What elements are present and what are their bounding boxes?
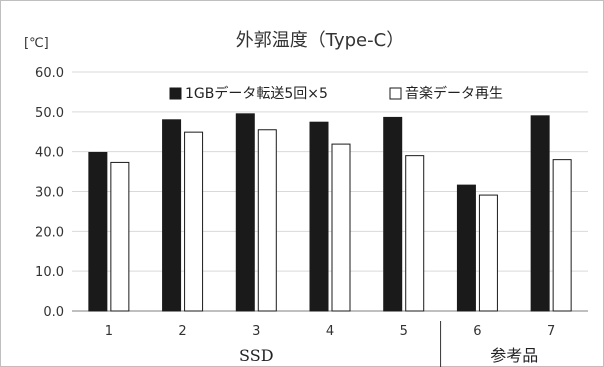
group-label: SSD	[239, 346, 273, 365]
x-tick-label: 1	[105, 324, 113, 339]
y-tick-label: 10.0	[35, 265, 64, 280]
x-tick-label: 3	[252, 324, 260, 339]
y-tick-label: 50.0	[35, 106, 64, 121]
group-label: 参考品	[490, 346, 538, 365]
bar-music-2	[184, 131, 204, 312]
legend-label: 音楽データ再生	[405, 85, 503, 102]
bar-music-5	[405, 155, 425, 312]
bar-transfer-1	[88, 151, 108, 312]
legend-swatch	[389, 87, 402, 100]
x-tick-label: 7	[547, 324, 555, 339]
bar-music-6	[478, 194, 498, 312]
y-unit-label: [℃]	[24, 36, 49, 51]
bar-music-7	[552, 159, 572, 312]
bar-transfer-2	[162, 119, 182, 312]
y-tick-label: 30.0	[35, 186, 64, 201]
y-tick-label: 40.0	[35, 146, 64, 161]
x-tick-label: 5	[400, 324, 408, 339]
y-tick-label: 0.0	[43, 305, 64, 320]
bar-transfer-4	[309, 121, 329, 312]
y-tick-label: 20.0	[35, 225, 64, 240]
bar-transfer-6	[456, 184, 476, 312]
group-labels: SSD 参考品	[239, 321, 538, 367]
x-tick-label: 4	[326, 324, 334, 339]
bar-music-3	[257, 129, 277, 312]
bars	[88, 113, 572, 312]
bar-transfer-5	[383, 116, 403, 312]
bar-transfer-7	[530, 115, 550, 312]
x-tick-label: 2	[178, 324, 186, 339]
bar-music-1	[110, 161, 130, 312]
legend-label: 1GBデータ転送5回×5	[185, 85, 328, 102]
bar-transfer-3	[235, 113, 255, 312]
y-tick-label: 60.0	[35, 66, 64, 81]
x-tick-label: 6	[473, 324, 481, 339]
x-tick-labels: 1 2 3 4 5 6 7	[105, 324, 556, 339]
y-tick-labels: 0.0 10.0 20.0 30.0 40.0 50.0 60.0	[35, 66, 64, 320]
chart-title: 外郭温度（Type-C）	[236, 30, 404, 51]
gridlines	[72, 71, 588, 312]
bar-music-4	[331, 143, 351, 312]
legend: 1GBデータ転送5回×5 音楽データ再生	[169, 85, 503, 102]
legend-swatch	[169, 87, 182, 100]
